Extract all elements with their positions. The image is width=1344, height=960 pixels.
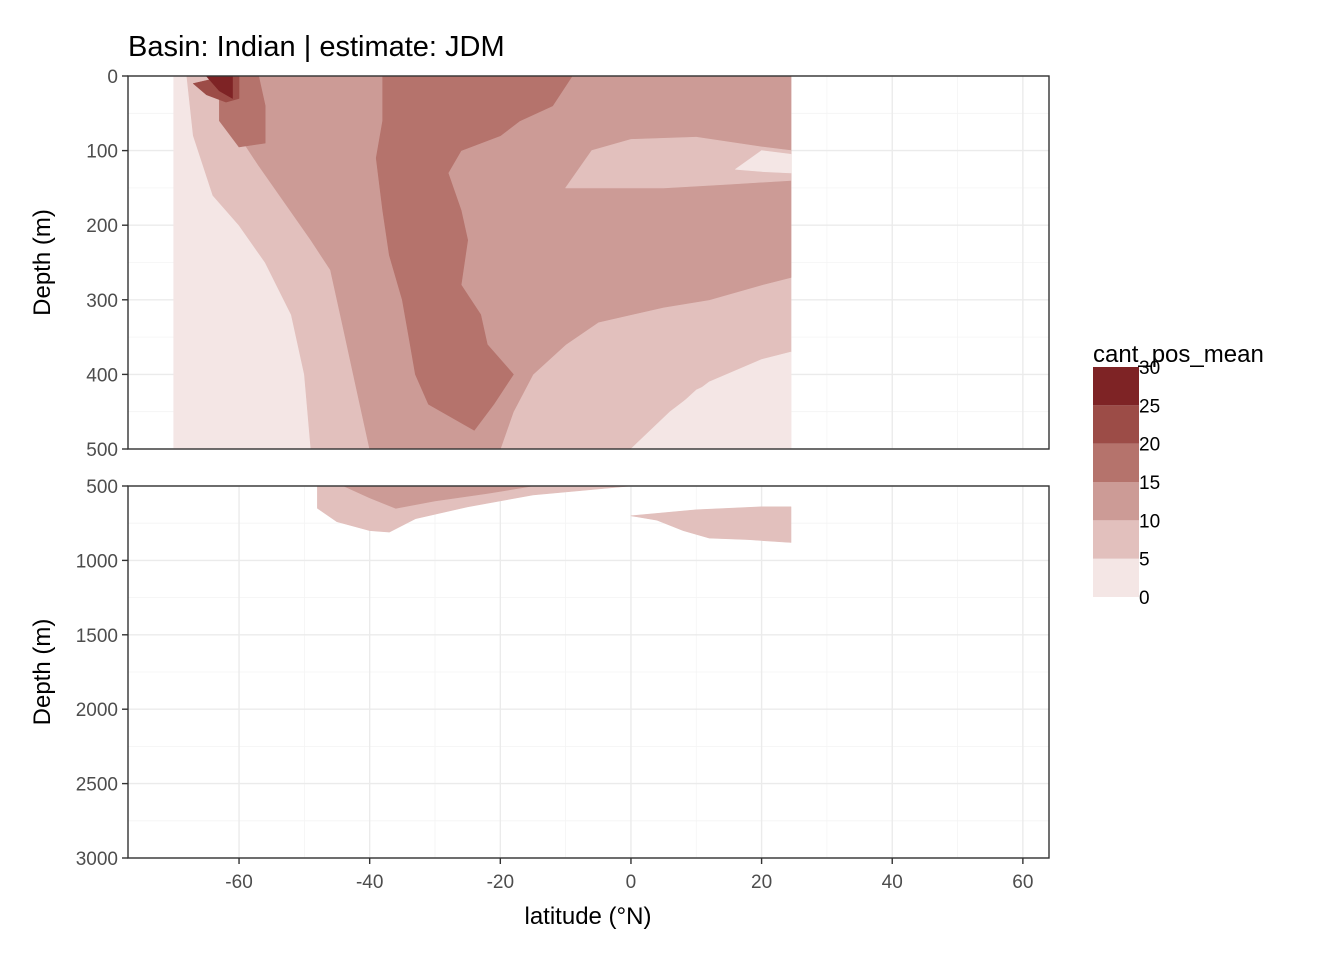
contour-band-5-10 (630, 506, 792, 543)
x-tick-label: -60 (225, 872, 252, 893)
legend-label: 15 (1139, 473, 1160, 494)
legend-label: 30 (1139, 358, 1160, 379)
legend-swatch-0-5 (1093, 558, 1139, 597)
contour-band-0-5 (630, 351, 792, 449)
legend-swatch-20-25 (1093, 405, 1139, 444)
legend-title: cant_pos_mean (1093, 341, 1264, 368)
y-tick-label: 2500 (76, 775, 118, 796)
y-tick-label: 400 (86, 365, 118, 386)
x-tick-label: 0 (626, 872, 637, 893)
legend-swatch-5-10 (1093, 520, 1139, 559)
x-tick-label: 40 (882, 872, 903, 893)
legend-swatch-15-20 (1093, 443, 1139, 482)
panel-frame-lower (127, 485, 1050, 859)
panel-lower: 500 1000 1500 2000 2500 3000 Depth (m) -60 -40 -2… (29, 477, 1050, 893)
gridlines-lower (128, 485, 1049, 859)
panel-frame-upper (127, 75, 1050, 450)
legend-label: 0 (1139, 588, 1150, 609)
y-tick-label: 0 (107, 67, 118, 88)
x-tick-label: -40 (356, 872, 383, 893)
chart-title: Basin: Indian | estimate: JDM (128, 31, 505, 63)
legend-label: 10 (1139, 511, 1160, 532)
legend-label: 5 (1139, 550, 1150, 571)
x-tick-label: 20 (751, 872, 772, 893)
y-axis-label: Depth (m) (29, 209, 56, 316)
y-tick-label: 200 (86, 216, 118, 237)
legend-swatch-10-15 (1093, 482, 1139, 521)
y-tick-label: 1000 (76, 551, 118, 572)
legend-swatch-25-30 (1093, 367, 1139, 406)
legend-label: 20 (1139, 435, 1160, 456)
x-axis-label: latitude (°N) (525, 903, 652, 930)
contour-band-10-15 (343, 486, 534, 509)
y-tick-label: 2000 (76, 700, 118, 721)
legend-label: 25 (1139, 396, 1160, 417)
x-tick-label: -20 (487, 872, 514, 893)
y-tick-label: 500 (86, 440, 118, 461)
y-axis-label: Depth (m) (29, 619, 56, 726)
y-tick-label: 3000 (76, 849, 118, 870)
legend: cant_pos_mean 0 5 10 15 20 25 30 (1093, 341, 1264, 609)
y-tick-label: 1500 (76, 626, 118, 647)
x-tick-label: 60 (1012, 872, 1033, 893)
contour-band-15-20 (375, 76, 573, 431)
panel-upper: 0 100 200 300 400 500 Depth (m) (29, 67, 1050, 461)
contours-lower (317, 486, 792, 543)
contours-upper (173, 76, 792, 449)
y-tick-label: 300 (86, 291, 118, 312)
y-tick-label: 500 (86, 477, 118, 498)
contour-band-0-5 (735, 150, 792, 174)
contour-band-5-10 (565, 136, 792, 189)
contour-band-25-30 (206, 76, 233, 99)
y-tick-label: 100 (86, 142, 118, 163)
